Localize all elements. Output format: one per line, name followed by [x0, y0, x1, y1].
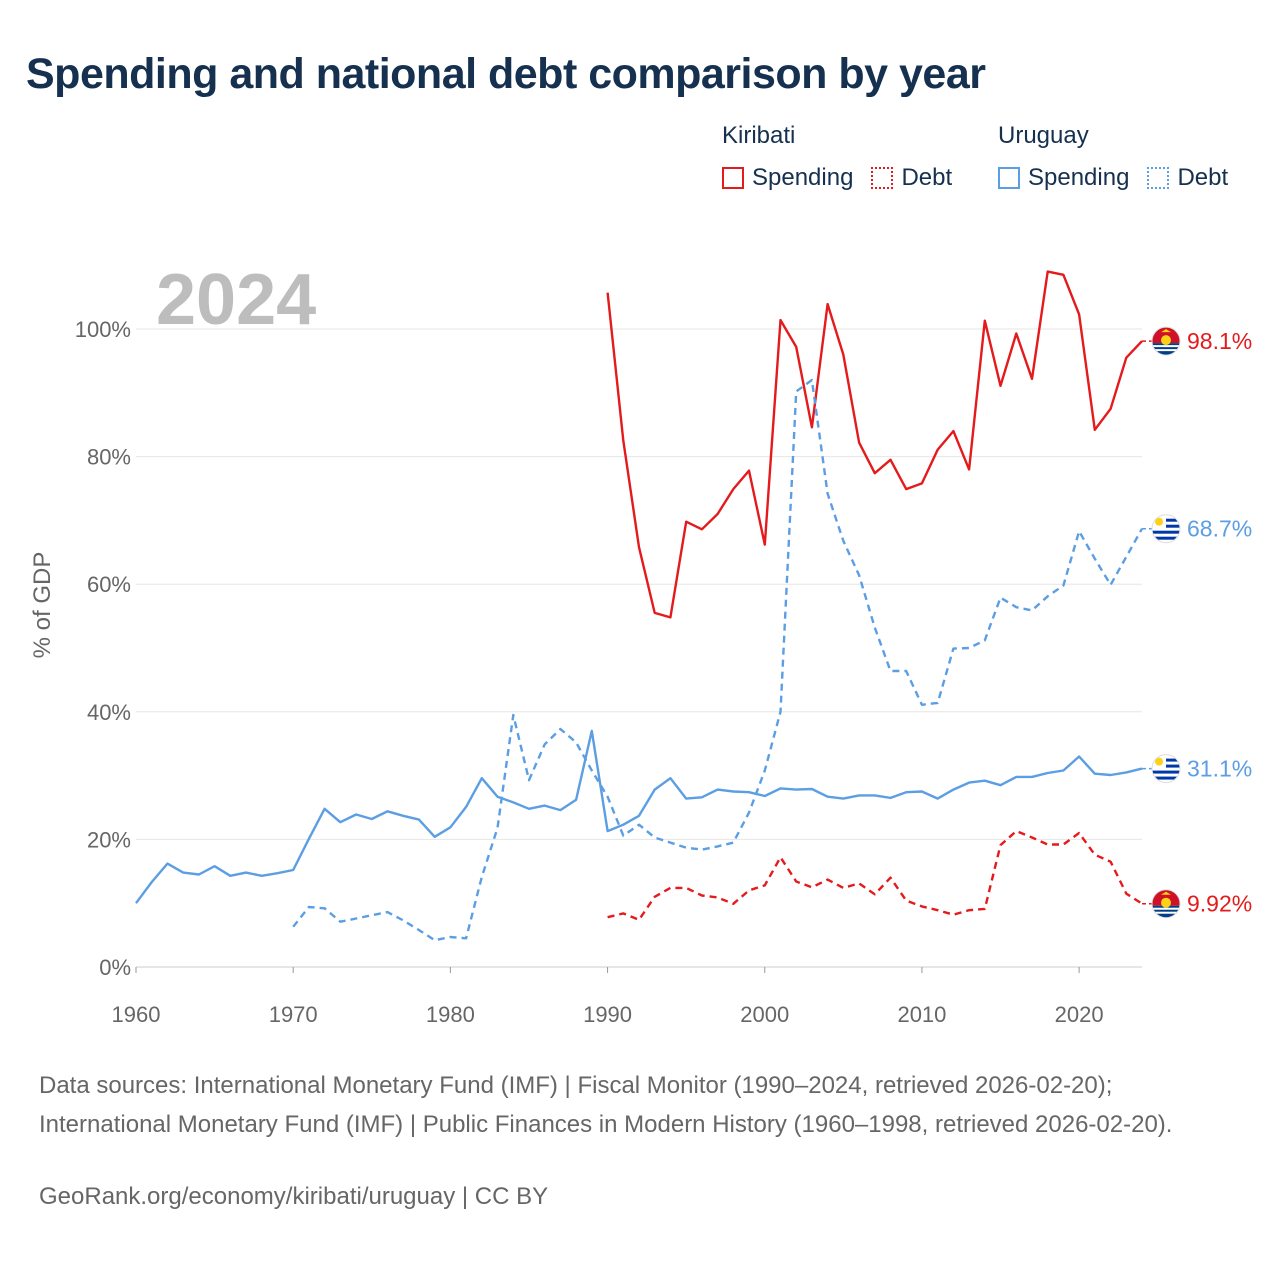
uruguay-spending-end-label: 31.1% [1187, 756, 1252, 782]
x-tick-label: 2000 [740, 1002, 789, 1027]
end-labels: 98.1% 9.92% 31.1% 68.7% [1142, 326, 1252, 919]
y-tick-label: 100% [75, 317, 131, 342]
x-tick-label: 1980 [426, 1002, 475, 1027]
x-tick-label: 1960 [112, 1002, 161, 1027]
y-tick-label: 40% [87, 700, 131, 725]
y-axis-label: % of GDP [29, 552, 56, 659]
year-watermark: 2024 [156, 260, 316, 340]
uruguay-debt-line [292, 378, 1144, 942]
legend-kiribati-name: Kiribati [722, 122, 796, 149]
chart-title: Spending and national debt comparison by… [26, 50, 986, 98]
y-tick-label: 80% [87, 445, 131, 470]
legend-swatch-solid-blue [998, 167, 1020, 189]
kiribati-debt-end-label: 9.92% [1187, 891, 1252, 917]
legend-uruguay-name: Uruguay [998, 122, 1089, 149]
x-tick-label: 1990 [583, 1002, 632, 1027]
legend-uruguay: Uruguay Spending Debt [998, 122, 1246, 192]
x-tick-label: 1970 [269, 1002, 318, 1027]
legend-swatch-solid-red [722, 167, 744, 189]
legend-uruguay-debt[interactable]: Debt [1147, 164, 1228, 192]
gridlines [136, 328, 1142, 968]
legend-kiribati-debt-label: Debt [901, 164, 953, 191]
line-chart: 2024 0% 20% 40% 60% 80% 100% 1960 1970 1980 1990… [29, 260, 1252, 1027]
kiribati-flag-icon [1151, 326, 1181, 356]
uruguay-spending-line [135, 729, 1143, 904]
legend-swatch-dotted-red [871, 167, 894, 189]
y-tick-label: 0% [99, 955, 131, 980]
series-lines [135, 270, 1144, 942]
legend-kiribati-debt[interactable]: Debt [871, 164, 952, 192]
legend-uruguay-spending-label: Spending [1028, 164, 1130, 191]
data-sources: Data sources: International Monetary Fun… [39, 1072, 1173, 1138]
kiribati-spending-end-label: 98.1% [1187, 328, 1252, 354]
x-tick-label: 2020 [1055, 1002, 1104, 1027]
legend-swatch-dotted-blue [1147, 167, 1170, 189]
kiribati-spending-line [606, 270, 1143, 619]
kiribati-debt-line [607, 829, 1143, 921]
y-tick-label: 60% [87, 572, 131, 597]
y-tick-label: 20% [87, 827, 131, 852]
legend-kiribati-spending[interactable]: Spending [722, 164, 853, 192]
uruguay-flag-icon [1151, 754, 1181, 784]
legend-uruguay-debt-label: Debt [1177, 164, 1229, 191]
y-axis-ticks: 0% 20% 40% 60% 80% 100% [75, 317, 131, 980]
kiribati-flag-icon [1151, 889, 1181, 919]
legend-uruguay-spending[interactable]: Spending [998, 164, 1129, 192]
x-axis-ticks: 1960 1970 1980 1990 2000 2010 2020 [112, 967, 1104, 1027]
uruguay-flag-icon [1151, 514, 1181, 544]
legend-kiribati: Kiribati Spending Debt [722, 122, 970, 192]
legend-kiribati-spending-label: Spending [752, 164, 854, 191]
uruguay-debt-end-label: 68.7% [1187, 516, 1252, 542]
credit-link[interactable]: GeoRank.org/economy/kiribati/uruguay | C… [39, 1183, 549, 1210]
x-tick-label: 2010 [897, 1002, 946, 1027]
